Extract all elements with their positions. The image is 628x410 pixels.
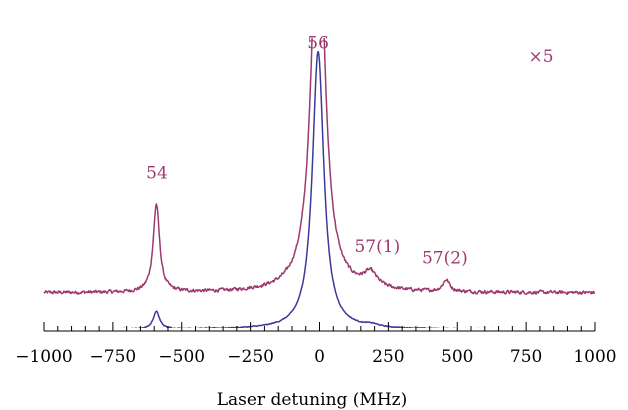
x-tick-label: 250 (372, 347, 404, 367)
x-tick-label: −250 (227, 347, 274, 367)
x-tick-label: 500 (441, 347, 473, 367)
x-tick-label: −750 (90, 347, 137, 367)
peak-label: 54 (146, 164, 168, 184)
annotation-layer: 56 54 57(1) 57(2) (146, 33, 468, 268)
x-tick-label: 1000 (573, 347, 616, 367)
x-tick-label: 750 (510, 347, 542, 367)
scale-annotation: ×5 (528, 47, 553, 67)
series-layer (43, 38, 596, 328)
series-line-1 (43, 38, 596, 296)
x-tick-label: −500 (158, 347, 205, 367)
x-tick-label: −1000 (15, 347, 73, 367)
peak-label: 57(1) (354, 237, 400, 257)
x-tick-label: 0 (314, 347, 325, 367)
peak-label: 57(2) (422, 249, 468, 269)
peak-label: 56 (307, 33, 329, 53)
series-line-2 (85, 51, 517, 328)
x-axis-title: Laser detuning (MHz) (217, 390, 408, 410)
x-axis: −1000 −750 −500 −250 0 250 500 750 1000 (15, 322, 617, 367)
